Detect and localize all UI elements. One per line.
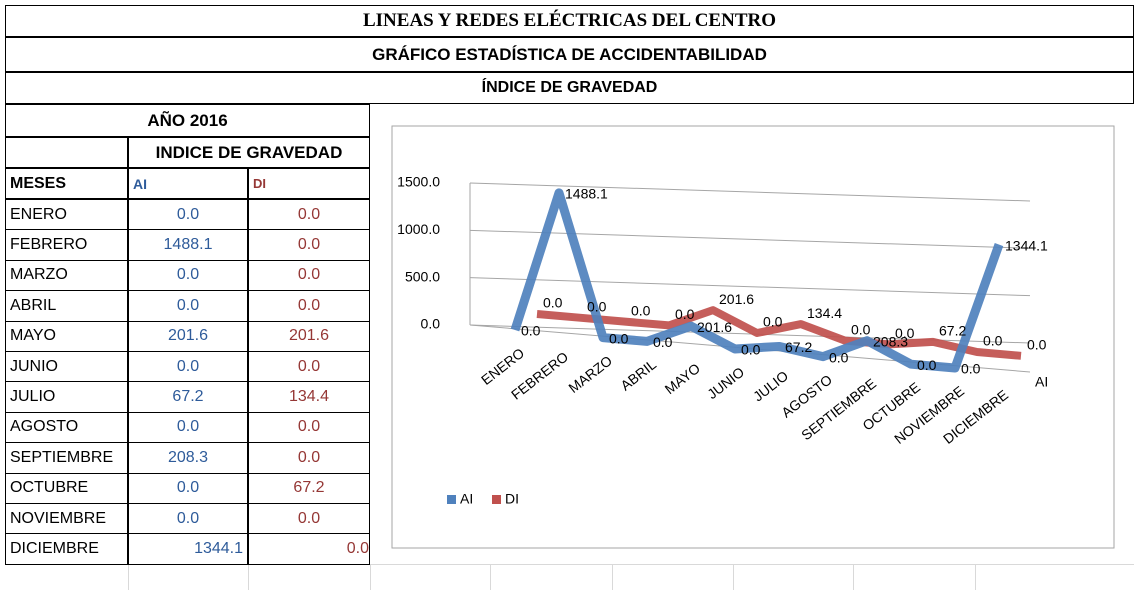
year-header: AÑO 2016 bbox=[5, 104, 370, 137]
data-label: 201.6 bbox=[719, 291, 754, 307]
subtitle: GRÁFICO ESTADÍSTICA DE ACCIDENTABILIDAD bbox=[5, 37, 1134, 72]
column-header: AI bbox=[128, 168, 248, 199]
legend-swatch bbox=[492, 495, 501, 504]
value-cell: 0.0 bbox=[248, 533, 370, 565]
column-header: DI bbox=[248, 168, 370, 199]
sheet-grid bbox=[733, 564, 734, 590]
data-label: 201.6 bbox=[697, 319, 732, 335]
data-label: 0.0 bbox=[895, 325, 915, 341]
data-label: 67.2 bbox=[939, 323, 966, 339]
legend-label: AI bbox=[460, 491, 473, 507]
data-label: 134.4 bbox=[807, 305, 842, 321]
section-title: ÍNDICE DE GRAVEDAD bbox=[5, 72, 1134, 104]
month-cell: DICIEMBRE bbox=[5, 533, 128, 565]
data-label: 67.2 bbox=[785, 339, 812, 355]
data-label: 0.0 bbox=[961, 361, 981, 377]
legend-label: DI bbox=[505, 491, 519, 507]
data-label: 0.0 bbox=[1027, 337, 1047, 353]
legend-swatch bbox=[447, 495, 456, 504]
series-line bbox=[536, 306, 1022, 360]
data-label: 1488.1 bbox=[565, 186, 608, 202]
data-label: 0.0 bbox=[917, 357, 937, 373]
sheet-grid bbox=[612, 564, 613, 590]
value-cell: 1344.1 bbox=[128, 533, 248, 565]
data-label: 0.0 bbox=[653, 334, 673, 350]
sheet-grid bbox=[128, 564, 129, 590]
sheet-grid bbox=[975, 564, 976, 590]
grid-line bbox=[469, 229, 1031, 249]
data-label: 208.3 bbox=[873, 333, 908, 349]
data-label: 0.0 bbox=[675, 306, 695, 322]
blank-cell bbox=[5, 137, 128, 168]
data-label: 0.0 bbox=[609, 330, 629, 346]
column-header: MESES bbox=[5, 168, 128, 199]
data-label: 0.0 bbox=[741, 342, 761, 358]
y-tick-label: 500.0 bbox=[405, 268, 440, 284]
data-label: 1344.1 bbox=[1005, 237, 1048, 253]
data-label: 0.0 bbox=[763, 314, 783, 330]
data-label: 0.0 bbox=[587, 299, 607, 315]
data-label: 0.0 bbox=[543, 295, 563, 311]
y-tick-label: 0.0 bbox=[421, 316, 441, 332]
y-tick-label: 1500.0 bbox=[397, 174, 440, 190]
grid-line bbox=[469, 277, 1031, 297]
group-header: INDICE DE GRAVEDAD bbox=[128, 137, 370, 168]
sheet-grid bbox=[490, 564, 491, 590]
grid-line bbox=[469, 182, 1031, 202]
data-label: 0.0 bbox=[521, 323, 541, 339]
sheet-grid bbox=[5, 564, 1134, 565]
title: LINEAS Y REDES ELÉCTRICAS DEL CENTRO bbox=[5, 5, 1134, 37]
chart-area bbox=[391, 125, 1115, 549]
data-label: 0.0 bbox=[631, 302, 651, 318]
depth-axis-label: AI bbox=[1035, 374, 1048, 390]
data-label: 0.0 bbox=[983, 333, 1003, 349]
sheet-grid bbox=[853, 564, 854, 590]
sheet-grid bbox=[248, 564, 249, 590]
y-tick-label: 1000.0 bbox=[397, 221, 440, 237]
series-line bbox=[510, 188, 1004, 373]
data-label: 0.0 bbox=[829, 349, 849, 365]
data-label: 0.0 bbox=[851, 321, 871, 337]
sheet-grid bbox=[370, 564, 371, 590]
